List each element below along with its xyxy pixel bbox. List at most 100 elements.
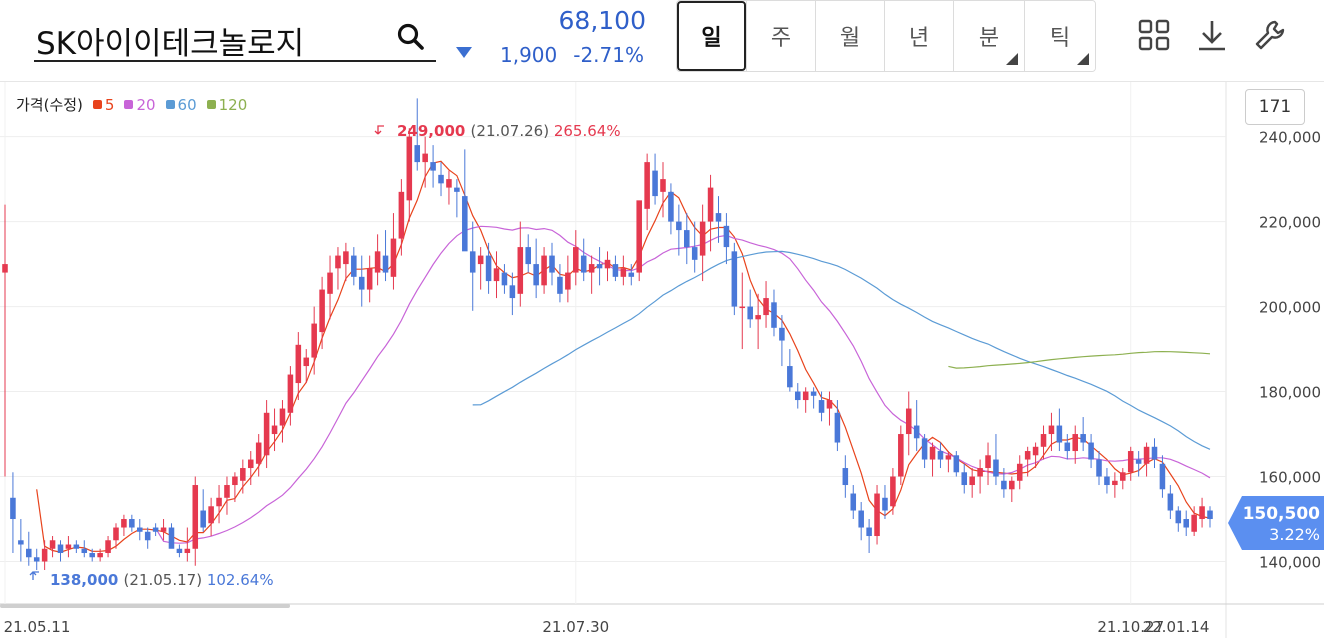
candle: [1088, 442, 1094, 460]
search-icon[interactable]: [396, 22, 426, 52]
candle: [1191, 514, 1197, 532]
candle: [49, 540, 56, 549]
down-arrow-icon: [456, 47, 472, 58]
candle: [533, 264, 539, 286]
candlestick-chart[interactable]: 140,000 160,000 180,000 200,000 220,000 240,0…: [0, 82, 1324, 638]
y-tick-label: 220,000: [1259, 214, 1321, 232]
candle: [493, 268, 500, 282]
stock-search-box[interactable]: SK아이이테크놀로지: [34, 12, 436, 62]
tab-label: 월: [839, 26, 861, 51]
candle: [1143, 446, 1150, 464]
tab-week[interactable]: 주: [746, 1, 815, 71]
candle: [18, 540, 24, 545]
ma5-line: [36, 160, 1211, 553]
candle: [184, 548, 191, 554]
candle: [771, 302, 777, 328]
candle: [65, 544, 72, 549]
min-price-arrow-icon: [29, 571, 39, 580]
tab-tick[interactable]: 틱: [1024, 1, 1095, 71]
price-change-rate: -2.71%: [573, 43, 644, 67]
candle: [763, 298, 769, 316]
legend-label: 120: [218, 95, 248, 114]
stock-name[interactable]: SK아이이테크놀로지: [36, 26, 305, 62]
download-icon[interactable]: [1195, 18, 1229, 52]
y-tick-label: 160,000: [1259, 469, 1321, 487]
candle: [121, 519, 127, 528]
candle: [1175, 510, 1182, 524]
candle: [691, 247, 698, 260]
candle: [129, 519, 135, 528]
candle: [57, 544, 64, 554]
candle: [2, 264, 8, 273]
candle: [818, 400, 825, 413]
candle: [882, 497, 888, 511]
candle: [430, 162, 436, 171]
candle: [509, 285, 516, 299]
candle: [247, 459, 254, 469]
candle: [390, 238, 397, 277]
candle: [557, 276, 563, 294]
candle: [303, 357, 310, 367]
legend-swatch: [124, 100, 134, 109]
candle: [937, 451, 944, 460]
current-price-tag-rate: 3.22%: [1269, 525, 1320, 544]
candle: [1127, 451, 1134, 473]
chart-grid: [0, 82, 1324, 638]
candle: [1199, 506, 1205, 520]
candle: [97, 553, 103, 558]
grid-icon[interactable]: [1137, 18, 1171, 52]
legend-item-ma60: 60: [165, 96, 197, 114]
candle: [374, 251, 381, 273]
tab-month[interactable]: 월: [815, 1, 884, 71]
candle: [787, 366, 793, 388]
tab-label: 주: [770, 26, 792, 51]
candle: [295, 344, 302, 384]
x-tick-label: 21.05.11: [4, 618, 71, 636]
current-price-tag-price: 150,500: [1243, 504, 1321, 524]
candle: [802, 391, 809, 401]
x-tick-label: 22.01.14: [1143, 618, 1210, 636]
candle: [898, 434, 904, 477]
candle: [731, 251, 738, 307]
candle: [279, 408, 286, 426]
candle: [517, 247, 524, 294]
candle-count-box[interactable]: 171: [1245, 89, 1305, 125]
candle: [755, 315, 761, 320]
candle: [921, 438, 928, 460]
candle: [612, 264, 619, 277]
tab-day[interactable]: 일: [677, 1, 746, 71]
dropdown-corner-icon: [1077, 53, 1089, 65]
tab-label: 일: [701, 26, 722, 51]
candle: [684, 230, 690, 248]
wrench-icon[interactable]: [1253, 18, 1287, 52]
ma20-line: [155, 225, 1211, 544]
candle: [890, 476, 896, 507]
legend-swatch: [92, 100, 102, 109]
x-tick-label: 21.10.27: [1097, 618, 1164, 636]
candle: [152, 527, 159, 532]
candle: [1056, 425, 1063, 443]
y-axis: 140,000 160,000 180,000 200,000 220,000 240,0…: [1259, 129, 1321, 572]
max-price-arrow-icon: [374, 125, 384, 135]
legend-label: 20: [136, 95, 156, 114]
candle: [192, 485, 199, 549]
candle: [969, 476, 975, 486]
candle: [168, 527, 175, 549]
candle: [826, 400, 833, 409]
candle: [905, 408, 912, 435]
candle: [636, 200, 642, 273]
candle: [913, 425, 920, 439]
candle: [810, 391, 817, 396]
candle: [160, 527, 167, 532]
candle: [73, 544, 80, 549]
candle: [438, 174, 444, 184]
tab-minute[interactable]: 분: [953, 1, 1024, 71]
candle: [1159, 463, 1166, 490]
candle: [1032, 446, 1039, 456]
candle: [858, 510, 864, 528]
candle: [1064, 442, 1071, 452]
candle: [660, 179, 666, 192]
tab-year[interactable]: 년: [884, 1, 953, 71]
tab-label: 틱: [1049, 26, 1071, 51]
